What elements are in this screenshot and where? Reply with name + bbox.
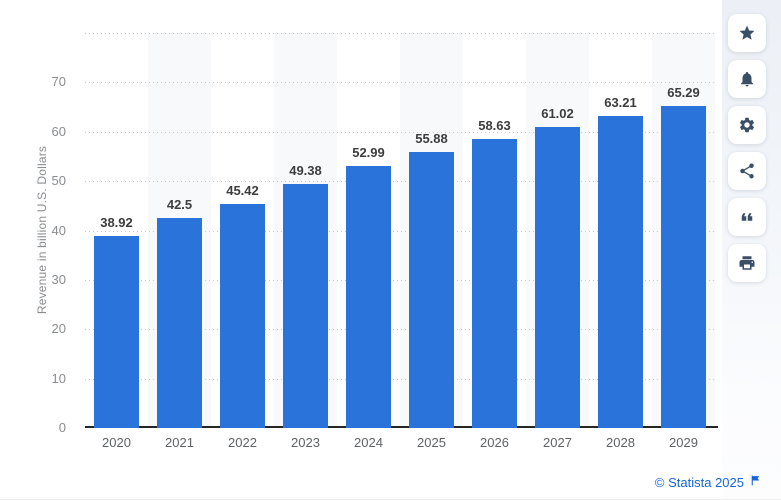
y-tick-label: 60 bbox=[51, 123, 66, 139]
y-tick-label: 30 bbox=[51, 271, 66, 287]
favorite-button[interactable] bbox=[728, 14, 766, 52]
y-tick-label: 70 bbox=[51, 74, 66, 90]
quote-icon bbox=[738, 208, 756, 226]
bar bbox=[94, 235, 139, 428]
cite-button[interactable] bbox=[728, 198, 766, 236]
bar-value-label: 49.38 bbox=[289, 163, 322, 179]
bar-value-label: 38.92 bbox=[100, 214, 133, 230]
print-button[interactable] bbox=[728, 244, 766, 282]
flag-icon bbox=[749, 474, 762, 490]
bar-value-label: 65.29 bbox=[667, 84, 700, 100]
bar bbox=[598, 115, 643, 428]
x-axis-line bbox=[85, 426, 718, 428]
share-button[interactable] bbox=[728, 152, 766, 190]
bar bbox=[472, 138, 517, 428]
y-tick-label: 10 bbox=[51, 370, 66, 386]
gear-icon bbox=[738, 116, 756, 134]
toolbar-rail bbox=[722, 0, 781, 499]
printer-icon bbox=[738, 254, 756, 272]
y-gridline bbox=[85, 131, 715, 133]
bar-value-label: 63.21 bbox=[604, 94, 637, 110]
y-gridline bbox=[85, 181, 715, 183]
y-tick-label: 50 bbox=[51, 173, 66, 189]
bar bbox=[283, 184, 328, 428]
notifications-button[interactable] bbox=[728, 60, 766, 98]
bar bbox=[220, 203, 265, 428]
statista-copyright-link[interactable]: © Statista 2025 bbox=[655, 474, 762, 490]
copyright-label: © Statista 2025 bbox=[654, 474, 744, 490]
x-axis-label: 2020 bbox=[102, 435, 131, 450]
bar bbox=[535, 126, 580, 428]
bar-value-label: 55.88 bbox=[415, 131, 448, 147]
bar-value-label: 42.5 bbox=[166, 197, 193, 213]
y-gridline bbox=[85, 329, 715, 331]
y-gridline bbox=[85, 33, 715, 34]
share-icon bbox=[738, 162, 756, 180]
x-axis-label: 2026 bbox=[480, 435, 509, 450]
bar bbox=[157, 218, 202, 428]
bar-value-label: 58.63 bbox=[478, 117, 511, 133]
bell-icon bbox=[738, 70, 756, 88]
x-axis-label: 2029 bbox=[669, 435, 698, 450]
x-axis-label: 2027 bbox=[543, 435, 572, 450]
bar-value-label: 61.02 bbox=[541, 105, 574, 121]
x-axis-label: 2028 bbox=[606, 435, 635, 450]
y-gridline bbox=[85, 82, 715, 84]
y-gridline bbox=[85, 279, 715, 281]
x-axis-label: 2023 bbox=[291, 435, 320, 450]
bar-value-label: 52.99 bbox=[352, 145, 385, 161]
x-axis-label: 2021 bbox=[165, 435, 194, 450]
x-axis-label: 2022 bbox=[228, 435, 257, 450]
star-icon bbox=[738, 24, 756, 42]
settings-button[interactable] bbox=[728, 106, 766, 144]
bar bbox=[661, 105, 706, 428]
y-gridline bbox=[85, 378, 715, 380]
y-tick-label: 20 bbox=[51, 321, 66, 337]
y-axis-title: Revenue in billion U.S. Dollars bbox=[35, 145, 49, 315]
bar bbox=[409, 152, 454, 428]
y-tick-label: 0 bbox=[58, 420, 66, 435]
bar-value-label: 45.42 bbox=[226, 182, 259, 198]
x-axis-label: 2024 bbox=[354, 435, 383, 450]
x-axis-label: 2025 bbox=[417, 435, 446, 450]
y-tick-label: 40 bbox=[51, 222, 66, 238]
y-gridline bbox=[85, 230, 715, 232]
bar bbox=[346, 166, 391, 428]
